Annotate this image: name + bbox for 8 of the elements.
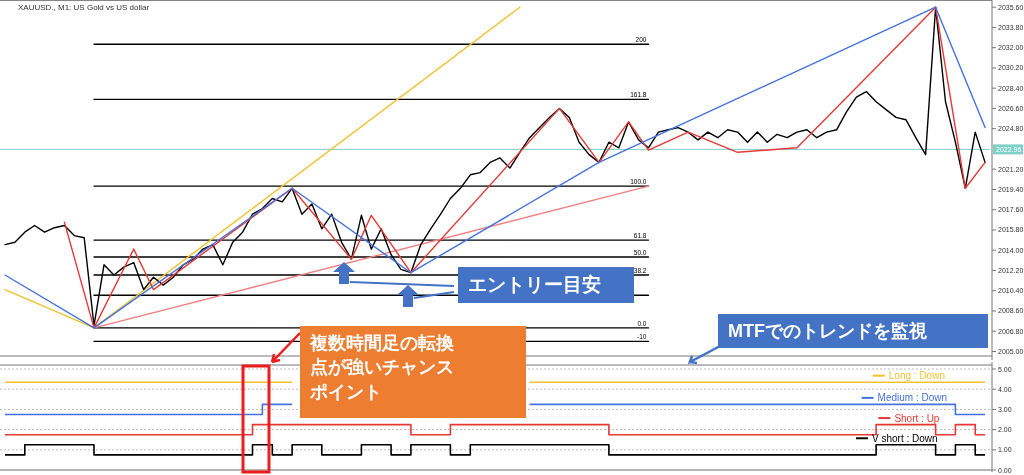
legend-label: Medium : Down <box>877 392 948 404</box>
legend-label: Short : Up <box>894 412 940 424</box>
chart-title: XAUUSD., M1: US Gold vs US dollar <box>18 3 150 12</box>
legend-label: Long : Down <box>888 370 945 382</box>
annotation: MTFでのトレンドを監視 <box>728 321 927 341</box>
annotation: エントリー目安 <box>468 274 601 295</box>
annotation: 複数時間足の転換点が強いチャンスポイント <box>309 333 455 402</box>
legend-label: V short : Down <box>872 432 938 444</box>
